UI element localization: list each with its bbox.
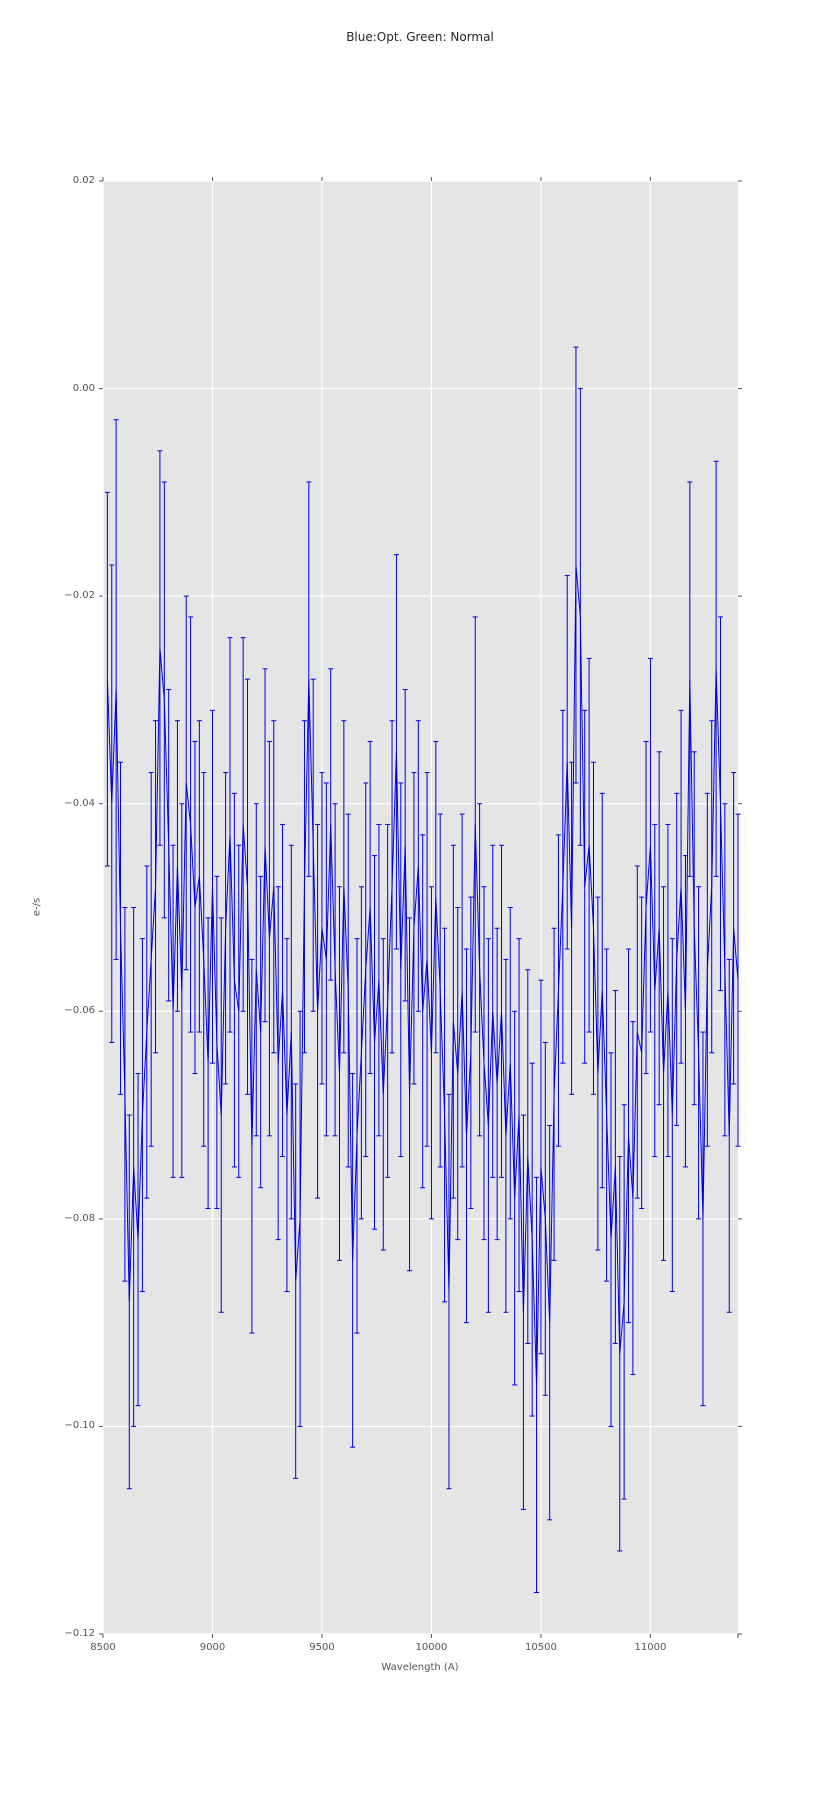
x-tick-label: 10000 [415, 1642, 448, 1653]
y-tick-label: 0.00 [72, 382, 95, 394]
plot-area [103, 181, 738, 1634]
y-tick-label: −0.04 [64, 797, 95, 809]
x-tick-label: 11000 [634, 1642, 667, 1653]
y-tick-label: −0.08 [64, 1212, 95, 1224]
y-tick-label: 0.02 [72, 175, 95, 186]
chart-title: Blue:Opt. Green: Normal [346, 30, 494, 44]
y-tick-label: −0.02 [64, 590, 95, 602]
x-tick-label: 10500 [525, 1642, 557, 1653]
x-axis-label: Wavelength (A) [381, 1662, 459, 1673]
x-tick-label: 9500 [309, 1642, 335, 1653]
x-tick-label: 9000 [199, 1642, 226, 1653]
y-tick-label: −0.10 [64, 1420, 95, 1432]
y-tick-label: −0.12 [64, 1628, 95, 1639]
data-line [106, 564, 739, 1385]
y-axis-label: e-/s [31, 897, 43, 917]
x-tick-label: 8500 [90, 1642, 116, 1653]
y-tick-label: −0.06 [64, 1005, 95, 1017]
